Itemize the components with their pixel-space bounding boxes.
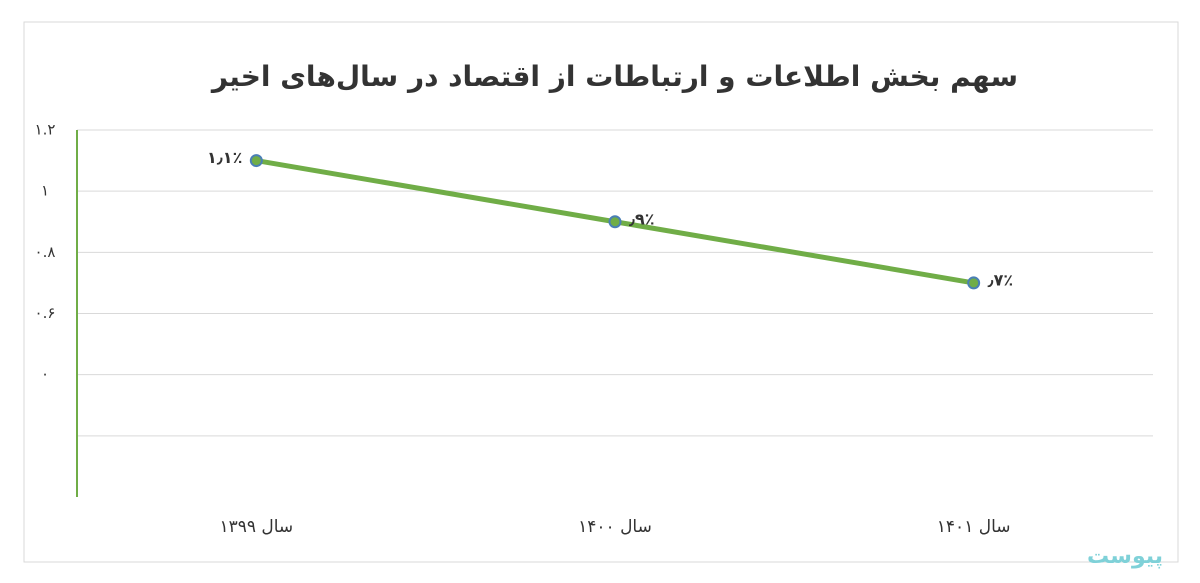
data-point <box>608 215 622 229</box>
brand-logo: پیوست <box>1087 544 1163 569</box>
data-label: ٫۹٪ <box>629 209 655 228</box>
chart-frame <box>23 21 1179 563</box>
y-tick-label: ۰.۶ <box>35 304 56 322</box>
data-label: ٫۷٪ <box>988 270 1014 289</box>
data-label: ۱٫۱٪ <box>207 148 242 167</box>
y-tick-label: ۰ <box>41 365 49 383</box>
chart-title: سهم بخش اطلاعات و ارتباطات از اقتصاد در … <box>210 60 1018 93</box>
y-tick-label: ۱.۲ <box>35 121 56 139</box>
y-tick-label: ۰.۸ <box>35 243 56 261</box>
x-tick-label: سال ۱۴۰۰ <box>578 517 652 537</box>
x-tick-label: سال ۱۳۹۹ <box>219 517 293 537</box>
data-point <box>249 154 263 168</box>
y-tick-label: ۱ <box>41 182 49 200</box>
x-tick-label: سال ۱۴۰۱ <box>937 517 1011 537</box>
data-point <box>967 276 981 290</box>
